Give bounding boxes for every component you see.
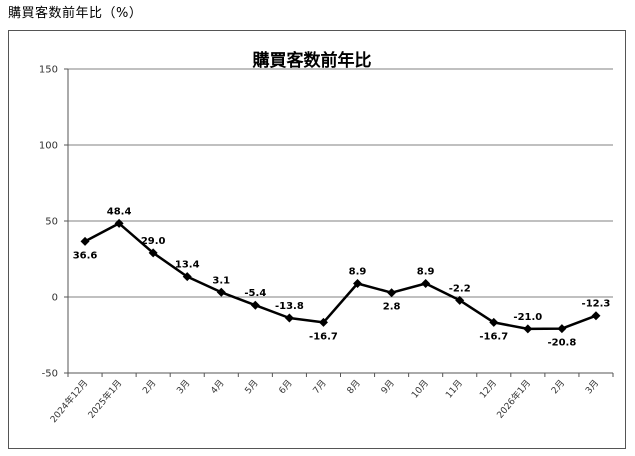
data-label: 13.4 [175,260,200,271]
x-tick-label: 7月 [311,378,329,396]
x-tick-label: 4月 [209,378,227,396]
data-point-marker [421,278,431,288]
data-point-marker [489,317,499,327]
page-caption: 購買客数前年比（%） [8,6,143,21]
data-labels: 36.6 48.4 29.0 13.4 3.1 -5.4 -13.8 -16.7 8.9 2.8 8… [73,206,611,348]
data-label: 2.8 [383,302,401,313]
y-tick-label: 100 [39,141,58,152]
data-point-marker [250,300,260,310]
data-point-marker [216,287,226,297]
data-label: 8.9 [349,266,367,277]
data-label: 48.4 [107,206,132,217]
x-tick-label: 8月 [345,378,363,396]
data-point-marker [557,324,567,334]
x-tick-label: 6月 [277,378,295,396]
x-tick-label: 2025年1月 [85,377,124,420]
data-point-marker [284,313,294,323]
data-point-marker [114,218,124,228]
data-label: -16.7 [479,331,508,342]
data-point-marker [523,324,533,334]
x-tick-label: 3月 [175,378,193,396]
data-point-marker [387,288,397,298]
x-tick-label: 5月 [243,378,261,396]
data-label: -12.3 [582,299,611,310]
x-tick-label: 11月 [443,378,465,401]
x-tick-label: 3月 [583,378,601,396]
grid-lines [68,68,613,298]
x-tick-label: 2026年1月 [494,377,533,420]
y-tick-label: -50 [42,369,58,380]
data-label: -5.4 [244,288,266,299]
data-point-marker [318,317,328,327]
data-label: -21.0 [513,312,542,323]
x-tick-label: 2月 [141,378,159,396]
y-tick-label: 0 [52,293,58,304]
chart-title: 購買客数前年比 [253,50,372,71]
x-tick-label: 2024年12月 [47,377,90,425]
chart-frame [8,30,626,449]
data-label: 36.6 [73,250,98,261]
x-tick-label: 10月 [409,378,431,401]
data-label: -13.8 [275,301,304,312]
data-point-marker [80,236,90,246]
x-tick-label: 2月 [549,378,567,396]
data-label: 3.1 [212,275,230,286]
y-tick-labels: 150 100 50 0 -50 [39,65,58,380]
axes [64,68,614,377]
data-point-marker [353,278,363,288]
data-point-marker [455,295,465,305]
data-label: -2.2 [449,283,471,294]
data-point-marker [148,248,158,258]
data-label: 29.0 [141,236,166,247]
series-line [84,222,597,331]
data-label: -16.7 [309,331,338,342]
data-label: -20.8 [547,338,576,349]
y-tick-label: 50 [45,217,58,228]
x-tick-label: 12月 [478,378,500,401]
data-point-marker [182,272,192,282]
data-label: 8.9 [417,266,435,277]
data-point-marker [591,311,601,321]
y-tick-label: 150 [39,65,58,76]
x-tick-label: 9月 [379,378,397,396]
data-markers [80,218,601,334]
